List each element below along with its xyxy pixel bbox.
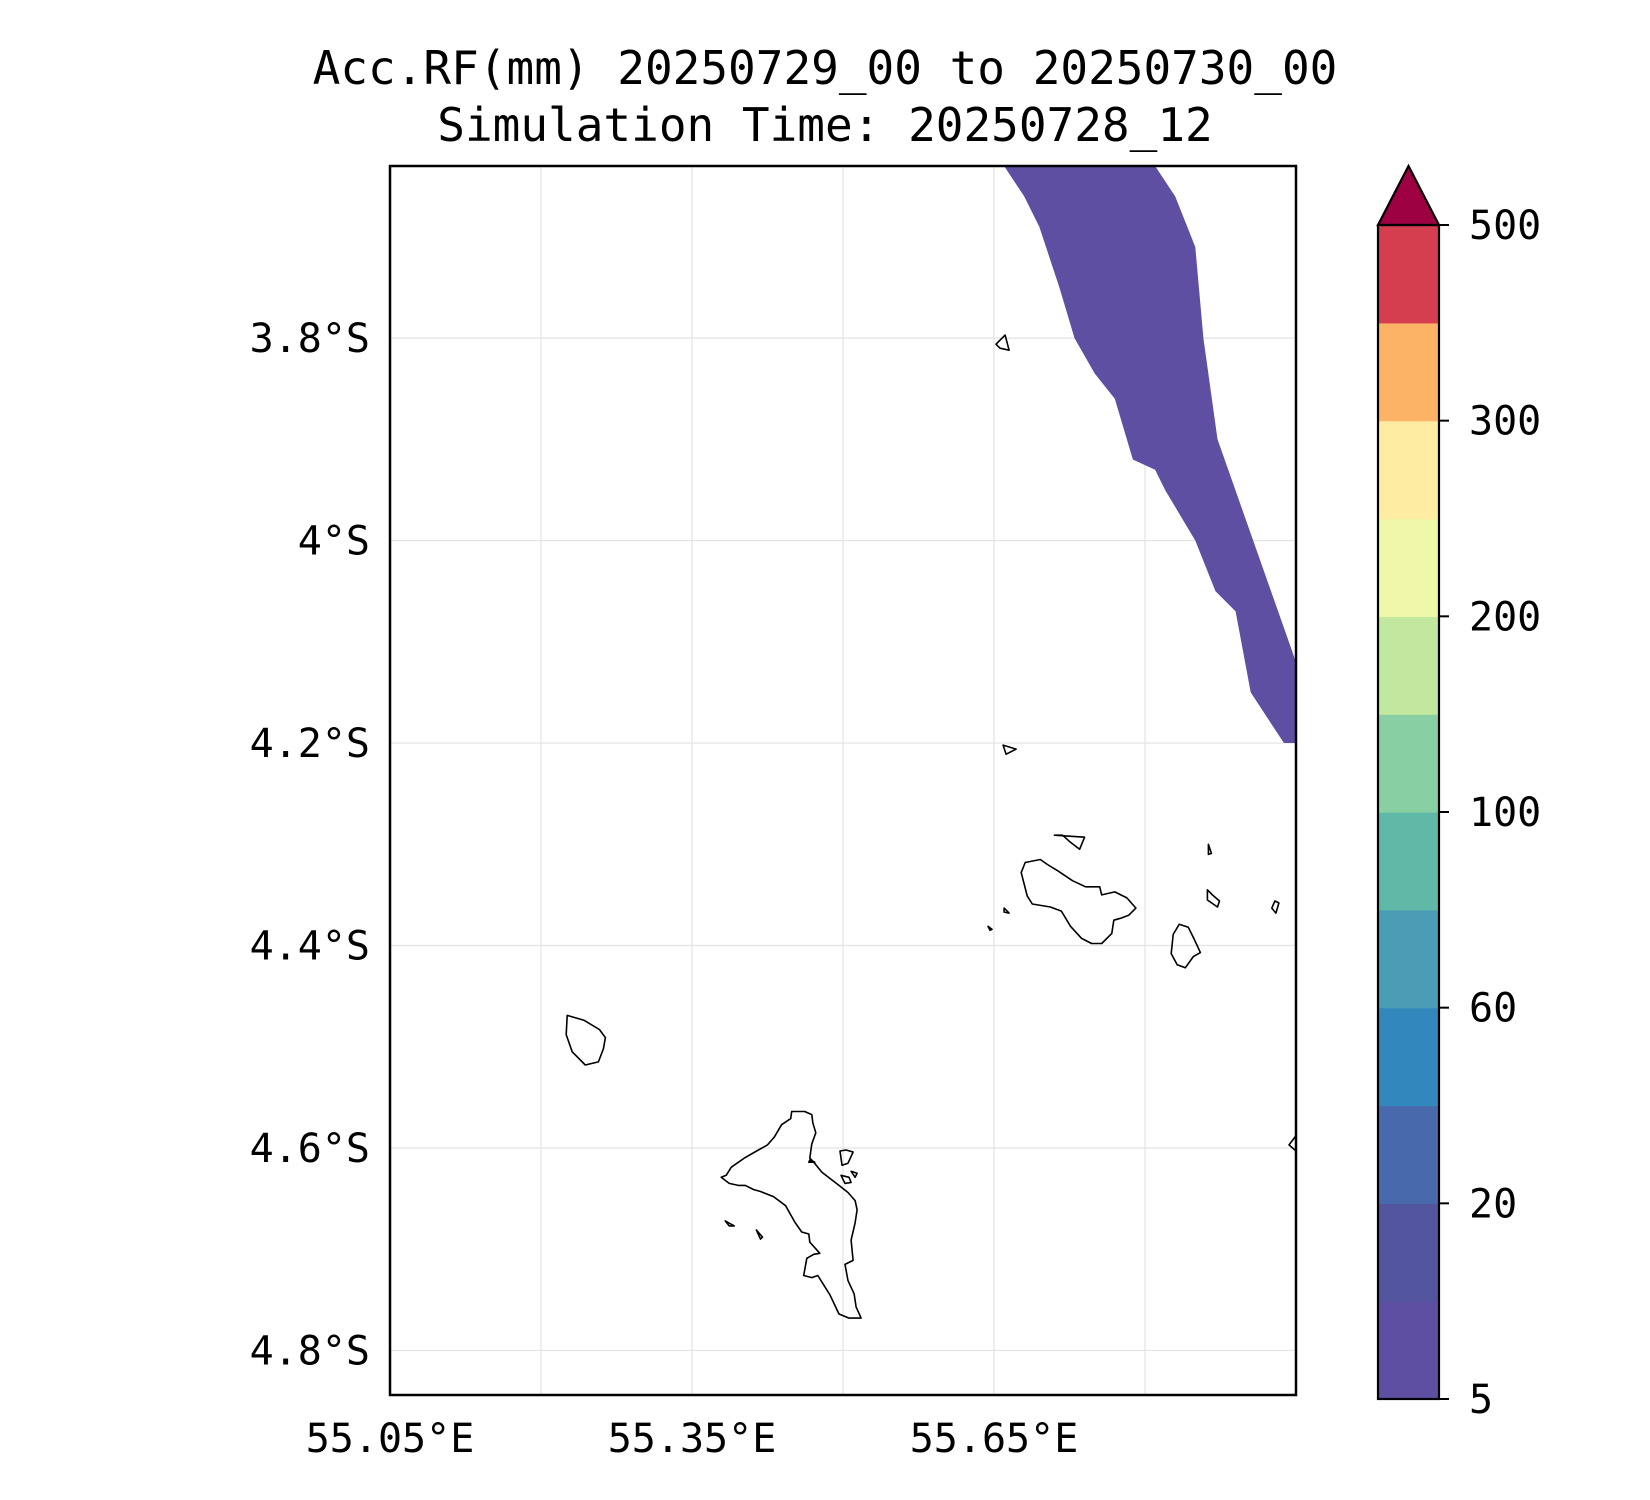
coastline-ile-coco: [1207, 843, 1213, 856]
colorbar-tick-label: 300: [1469, 399, 1541, 445]
lat-tick-label: 4.2°S: [250, 721, 370, 767]
colorbar-segment: [1378, 714, 1439, 813]
colorbar-tick-label: 500: [1469, 203, 1541, 249]
colorbar: 5 20 60 100 200 300 500: [1376, 163, 1541, 1423]
lat-tick-label: 4°S: [298, 519, 370, 565]
colorbar-segment: [1378, 518, 1439, 617]
coastline-marianne: [1271, 900, 1280, 914]
lat-tick-label: 4.4°S: [250, 924, 370, 970]
coastline-conception: [755, 1229, 764, 1240]
colorbar-segment: [1378, 1007, 1439, 1107]
coastline-cerf: [840, 1174, 852, 1185]
colorbar-segment: [1378, 1105, 1439, 1204]
colorbar-segment: [1378, 322, 1439, 422]
colorbar-tick-label: 20: [1469, 1181, 1517, 1227]
lat-tick-label: 4.6°S: [250, 1126, 370, 1172]
map-frame: [388, 164, 1298, 1397]
rain-area-5-20mm: [1004, 166, 1296, 743]
coastline-curieuse: [1053, 834, 1086, 851]
colorbar-tick-label: 100: [1469, 790, 1541, 836]
latitude-labels: 3.8°S 4°S 4.2°S 4.4°S 4.6°S 4.8°S: [250, 316, 370, 1374]
colorbar-tick-label: 200: [1469, 594, 1541, 640]
coastline-silhouette: [565, 1014, 607, 1066]
colorbar-tick-label: 60: [1469, 986, 1517, 1032]
lat-tick-label: 3.8°S: [250, 316, 370, 362]
lat-tick-label: 4.8°S: [250, 1328, 370, 1374]
coastline-therese: [724, 1220, 736, 1227]
coastline-aride: [1002, 744, 1017, 756]
coastlines: [565, 334, 1296, 1319]
lon-tick-label: 55.65°E: [910, 1416, 1079, 1462]
colorbar-segment: [1378, 812, 1439, 911]
coastline-st-pierre: [1003, 907, 1010, 914]
colorbar-segment: [1378, 1203, 1439, 1302]
coastline-sainte-anne: [839, 1149, 854, 1166]
lon-tick-label: 55.35°E: [608, 1416, 777, 1462]
lon-tick-label: 55.05°E: [306, 1416, 475, 1462]
coastline-praslin: [1020, 858, 1137, 945]
coastline-felicite: [1206, 888, 1221, 908]
colorbar-extend-arrow: [1376, 163, 1441, 227]
coastline-north-islet: [995, 334, 1010, 352]
colorbar-segment: [1378, 1301, 1439, 1400]
colorbar-segment: [1378, 909, 1439, 1009]
colorbar-tick-label: 5: [1469, 1377, 1493, 1423]
longitude-labels: 55.05°E 55.35°E 55.65°E: [306, 1416, 1079, 1462]
coastline-denis-east: [1288, 1135, 1296, 1152]
colorbar-segment: [1378, 225, 1439, 324]
rainfall-contours: [1004, 166, 1296, 743]
coastline-mahe: [720, 1110, 862, 1319]
coastline-mahe-north-cove: [807, 1159, 816, 1163]
map-title: Acc.RF(mm) 20250729_00 to 20250730_00: [312, 41, 1338, 95]
colorbar-segment: [1378, 420, 1439, 520]
coastline-moyenne: [850, 1170, 858, 1179]
coastline-la-digue: [1170, 923, 1202, 969]
colorbar-segment: [1378, 616, 1439, 715]
coastline-cousin: [987, 925, 993, 932]
map-subtitle: Simulation Time: 20250728_12: [437, 98, 1213, 152]
